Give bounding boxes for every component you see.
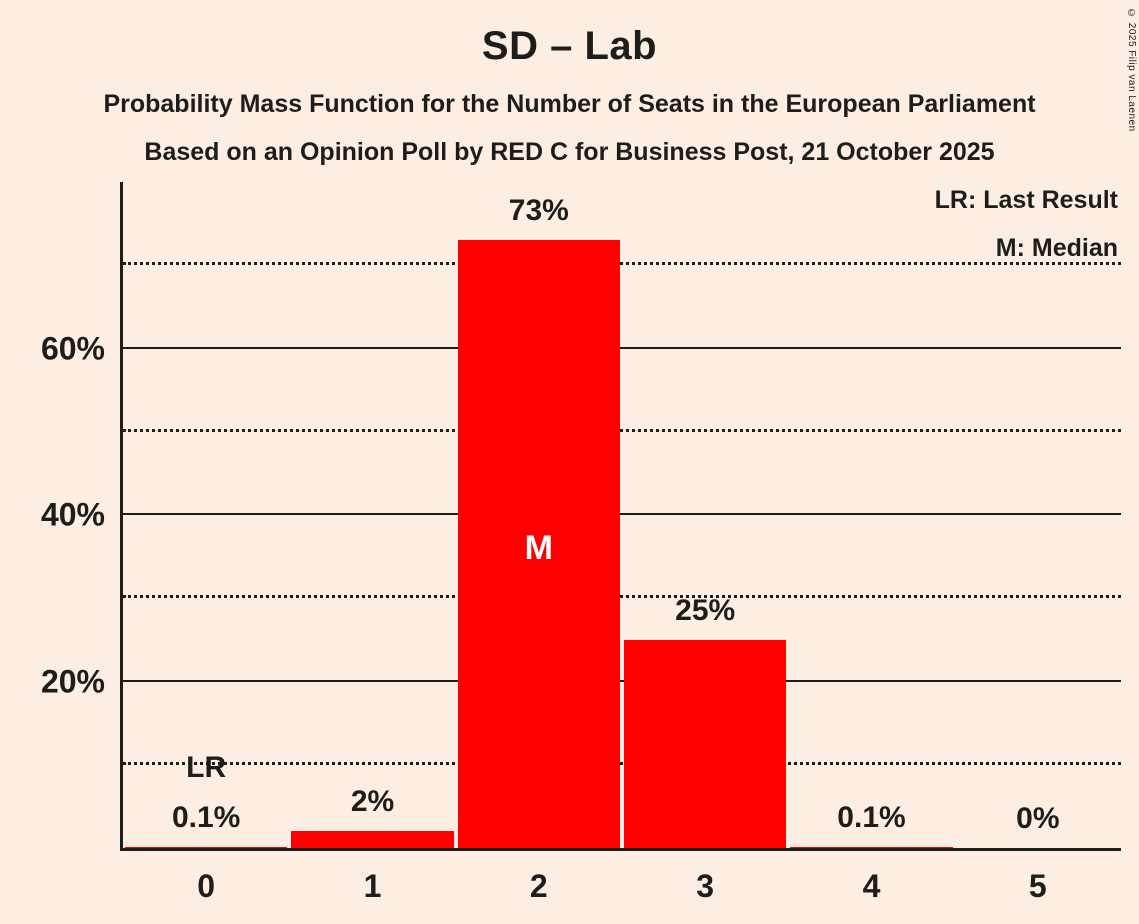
gridline-dotted xyxy=(123,761,1121,765)
bar-value-label: 25% xyxy=(675,593,736,627)
bar xyxy=(790,847,953,848)
x-axis-tick-label: 2 xyxy=(529,868,548,904)
copyright-notice: © 2025 Filip van Laenen xyxy=(1126,8,1137,132)
y-axis-tick-label: 60% xyxy=(40,330,105,366)
median-marker: M xyxy=(524,529,553,568)
gridline-solid xyxy=(123,513,1121,515)
x-axis-tick-label: 5 xyxy=(1028,868,1047,904)
chart-subtitle: Probability Mass Function for the Number… xyxy=(103,90,1036,118)
y-axis-tick-label: 20% xyxy=(40,663,105,699)
legend-median: M: Median xyxy=(995,234,1118,262)
plot-area: 20% 40% 60% 0.1% 0 2% 1 73% 2 25% 3 0.1% 4 0% 5 LR M xyxy=(41,182,1121,904)
gridline-dotted xyxy=(123,262,1121,266)
last-result-marker: LR xyxy=(186,751,227,785)
bar-value-label: 73% xyxy=(508,194,569,228)
bar-value-label: 0.1% xyxy=(837,801,906,835)
bar-value-label: 0% xyxy=(1016,802,1060,835)
gridline-solid xyxy=(123,679,1121,682)
gridline-solid xyxy=(123,346,1121,349)
gridline-dotted xyxy=(123,595,1121,599)
bar-value-label: 2% xyxy=(350,785,395,819)
x-axis-tick-label: 0 xyxy=(197,868,216,904)
legend-last-result: LR: Last Result xyxy=(934,186,1118,214)
x-axis-tick-label: 3 xyxy=(696,868,715,904)
y-axis-tick-label: 40% xyxy=(40,496,105,533)
bar xyxy=(124,847,288,848)
bar xyxy=(623,639,787,848)
bar xyxy=(457,240,620,848)
x-axis-tick-label: 1 xyxy=(363,868,382,904)
x-axis-tick-label: 4 xyxy=(862,868,881,904)
bar-value-label: 0.1% xyxy=(171,801,241,835)
bar xyxy=(291,831,454,848)
poll-source-line: Based on an Opinion Poll by RED C for Bu… xyxy=(144,138,995,166)
gridline-dotted xyxy=(123,428,1121,432)
page-title: SD – Lab xyxy=(481,24,658,68)
